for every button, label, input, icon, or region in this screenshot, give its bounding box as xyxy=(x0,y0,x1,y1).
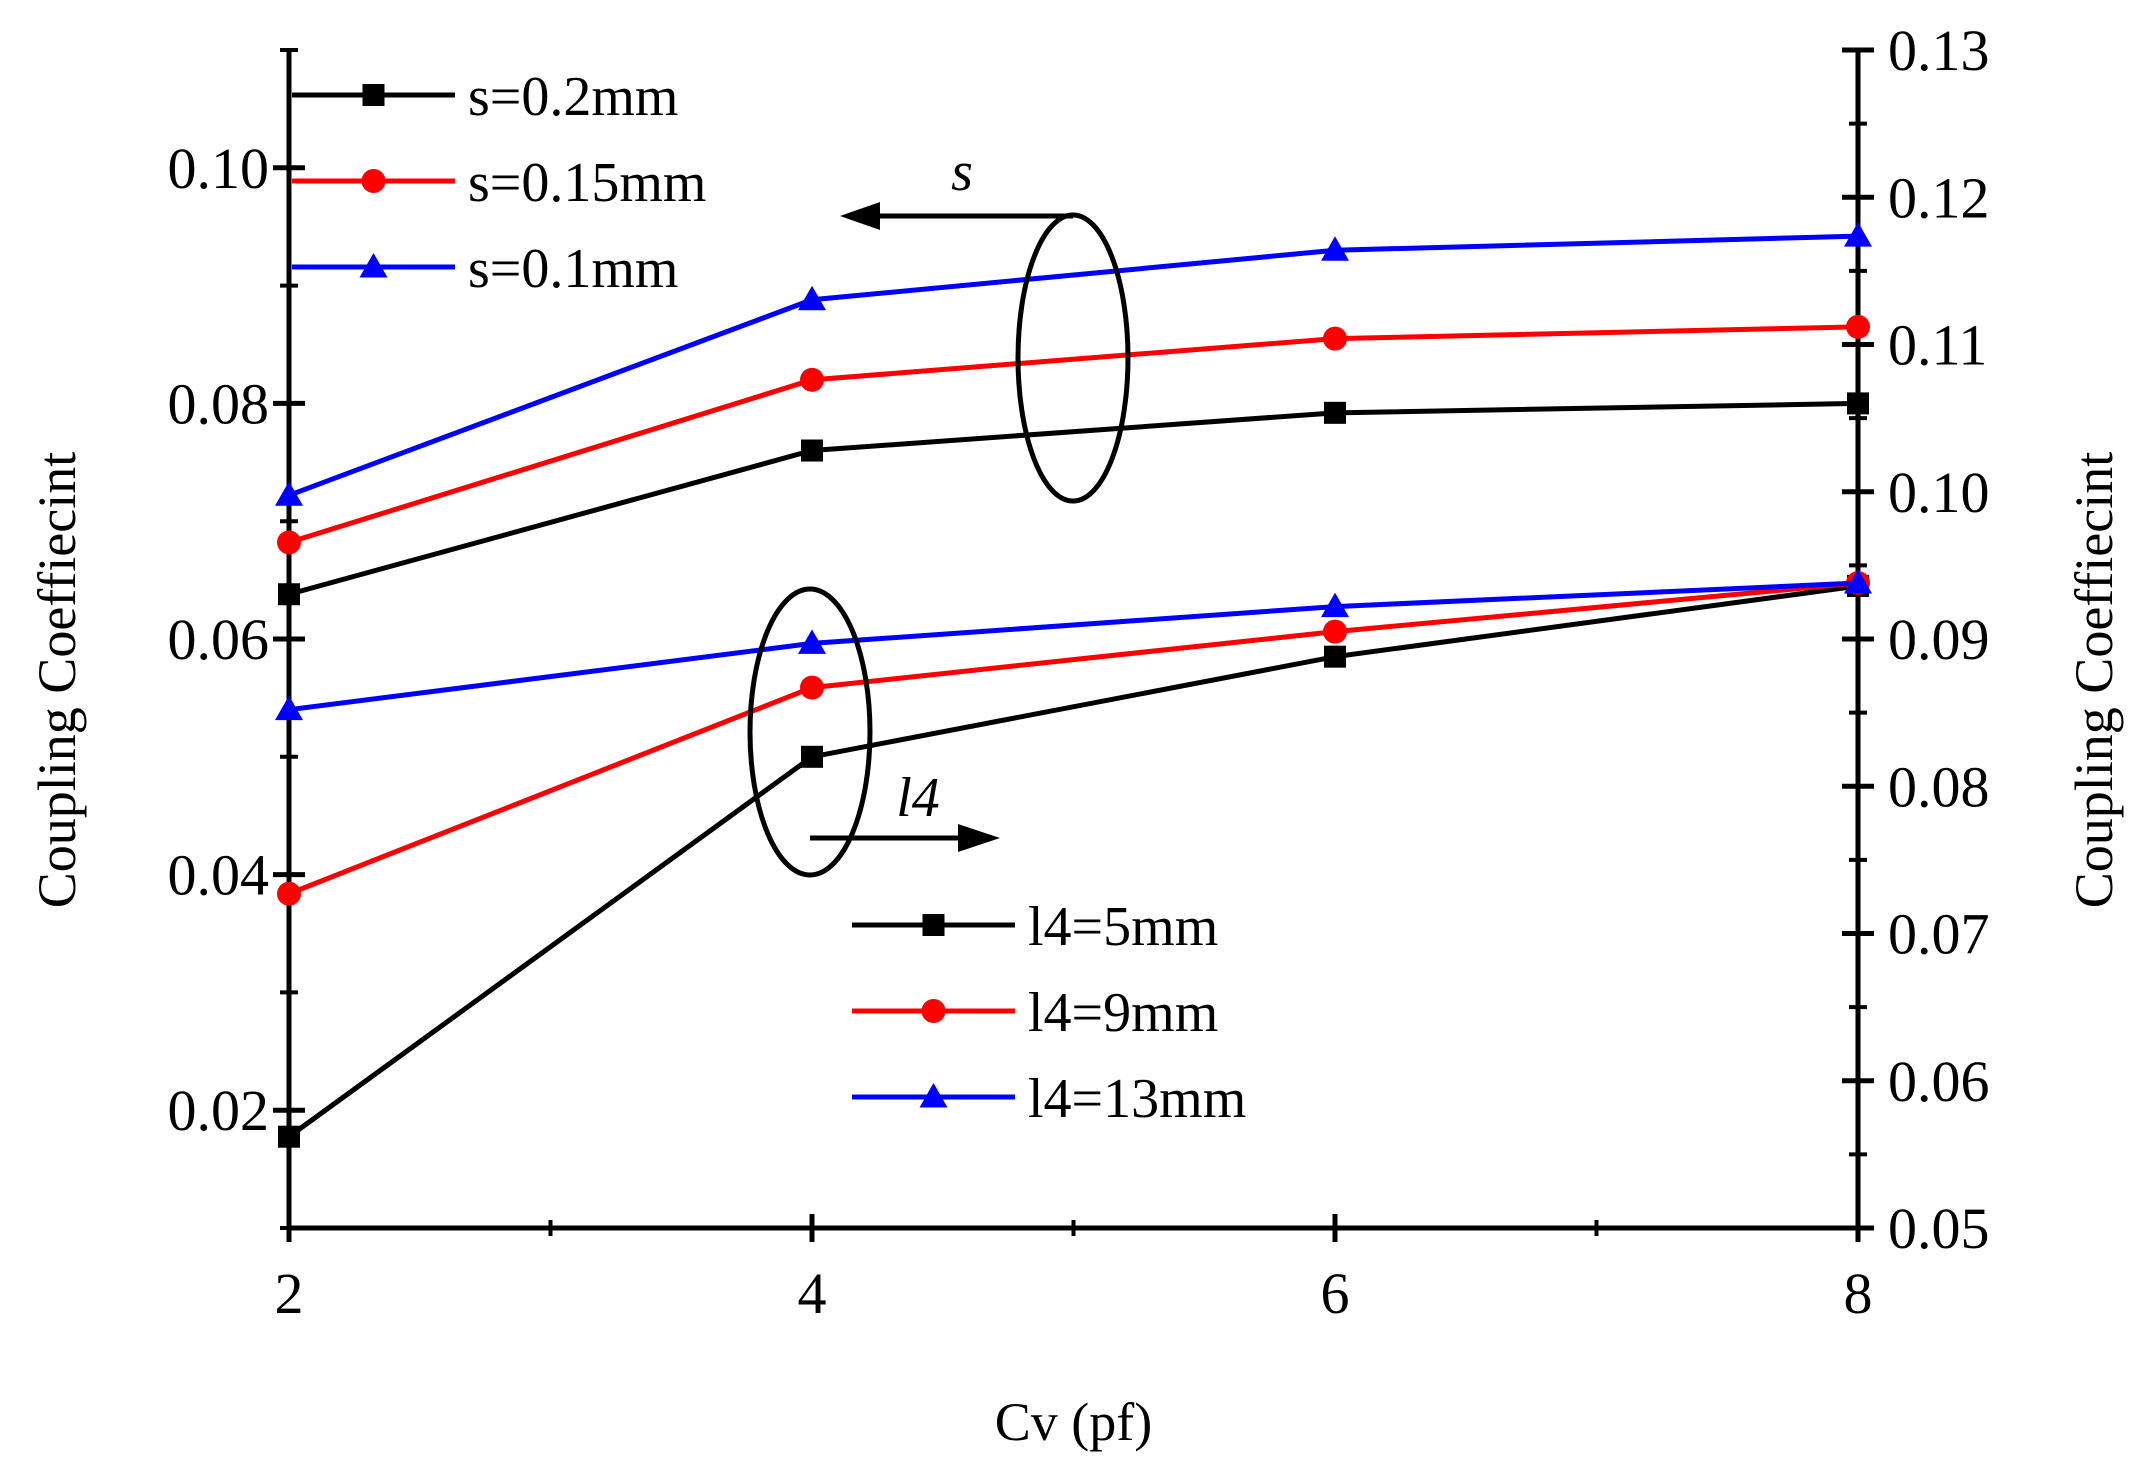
y-left-tick-label: 0.08 xyxy=(168,371,270,436)
y-right-tick-label: 0.05 xyxy=(1888,1196,1990,1261)
data-point xyxy=(1323,619,1347,644)
y-left-tick-label: 0.02 xyxy=(168,1078,270,1143)
y-right-tick-label: 0.06 xyxy=(1888,1049,1990,1114)
s-arrow-head xyxy=(840,202,880,230)
y-right-tick-label: 0.10 xyxy=(1888,460,1990,525)
data-point xyxy=(1844,222,1872,247)
series-s=0.2mm xyxy=(278,392,1869,606)
data-point xyxy=(798,629,826,654)
legend-item: s=0.15mm xyxy=(292,152,707,214)
x-tick-label: 2 xyxy=(275,1261,304,1326)
legend-label: s=0.15mm xyxy=(468,152,707,214)
data-point xyxy=(1324,645,1346,668)
data-point xyxy=(277,530,301,555)
series-line xyxy=(287,583,1859,1139)
legend-item: s=0.2mm xyxy=(292,66,679,128)
data-point xyxy=(278,1125,300,1148)
l4-arrow-head xyxy=(958,824,1000,852)
legend-item: l4=9mm xyxy=(852,982,1218,1044)
x-tick-label: 8 xyxy=(1844,1261,1873,1326)
data-point xyxy=(800,367,824,392)
data-point xyxy=(278,583,300,606)
series-line xyxy=(288,400,1859,597)
data-point xyxy=(801,439,823,462)
legend-item: s=0.1mm xyxy=(292,238,679,300)
data-point xyxy=(1847,392,1869,415)
data-point xyxy=(1323,326,1347,351)
series-l4=9mm xyxy=(277,571,1870,906)
series-l4=13mm xyxy=(275,569,1872,721)
legend-label: l4=13mm xyxy=(1028,1068,1246,1130)
l4-group-ellipse xyxy=(747,586,873,878)
series-layer xyxy=(275,222,1872,1148)
legend: s=0.2mm s=0.15mm s=0.1mm l4=5mm l4=9mm l4=13m… xyxy=(292,66,1246,1130)
legend-marker xyxy=(362,84,385,106)
legend-marker xyxy=(361,169,386,193)
y-axis-right-title: Coupling Coeffiecint xyxy=(2064,452,2124,908)
y-right-tick-label: 0.07 xyxy=(1888,902,1990,967)
legend-label: l4=9mm xyxy=(1028,982,1218,1044)
y-right-tick-label: 0.11 xyxy=(1888,313,1987,378)
legend-label: s=0.1mm xyxy=(468,238,679,300)
series-line xyxy=(288,324,1859,545)
y-left-tick-label: 0.06 xyxy=(168,607,270,672)
series-line xyxy=(288,233,1859,498)
y-right-tick-label: 0.13 xyxy=(1888,18,1990,83)
x-tick-label: 6 xyxy=(1321,1261,1350,1326)
y-right-tick-label: 0.12 xyxy=(1888,165,1990,230)
data-point xyxy=(1324,401,1346,424)
axes: 2 4 6 8 0.02 0.04 0.06 0.08 0.10 0.05 0.06 0.07 0.08… xyxy=(27,18,2124,1452)
legend-marker xyxy=(921,999,946,1023)
legend-label: l4=5mm xyxy=(1028,896,1218,958)
data-point xyxy=(1846,314,1870,339)
y-left-tick-label: 0.04 xyxy=(168,843,270,908)
s-annotation: s xyxy=(951,141,973,203)
series-line xyxy=(288,580,1859,897)
data-point xyxy=(798,285,826,311)
legend-label: s=0.2mm xyxy=(468,66,679,128)
y-left-tick-label: 0.10 xyxy=(168,136,270,201)
data-point xyxy=(1321,236,1349,261)
x-tick-label: 4 xyxy=(798,1261,827,1326)
series-line xyxy=(288,580,1859,713)
y-axis-left-title: Coupling Coeffiecint xyxy=(27,452,87,908)
legend-marker xyxy=(359,253,388,278)
data-point xyxy=(801,745,823,768)
series-s=0.1mm xyxy=(275,222,1872,506)
data-point xyxy=(1321,592,1349,618)
series-s=0.15mm xyxy=(277,314,1870,555)
legend-marker xyxy=(922,914,945,936)
data-point xyxy=(275,695,303,721)
y-right-tick-label: 0.08 xyxy=(1888,754,1990,819)
legend-marker xyxy=(919,1083,948,1108)
data-point xyxy=(277,881,301,906)
l4-annotation: l4 xyxy=(896,767,940,829)
legend-item: l4=5mm xyxy=(852,896,1218,958)
annotations: s l4 xyxy=(747,141,1131,878)
legend-item: l4=13mm xyxy=(852,1068,1246,1130)
data-point xyxy=(800,675,824,700)
y-right-tick-label: 0.09 xyxy=(1888,607,1990,672)
x-axis-title: Cv (pf) xyxy=(995,1392,1152,1452)
data-point xyxy=(1844,569,1872,594)
data-point xyxy=(275,481,303,506)
